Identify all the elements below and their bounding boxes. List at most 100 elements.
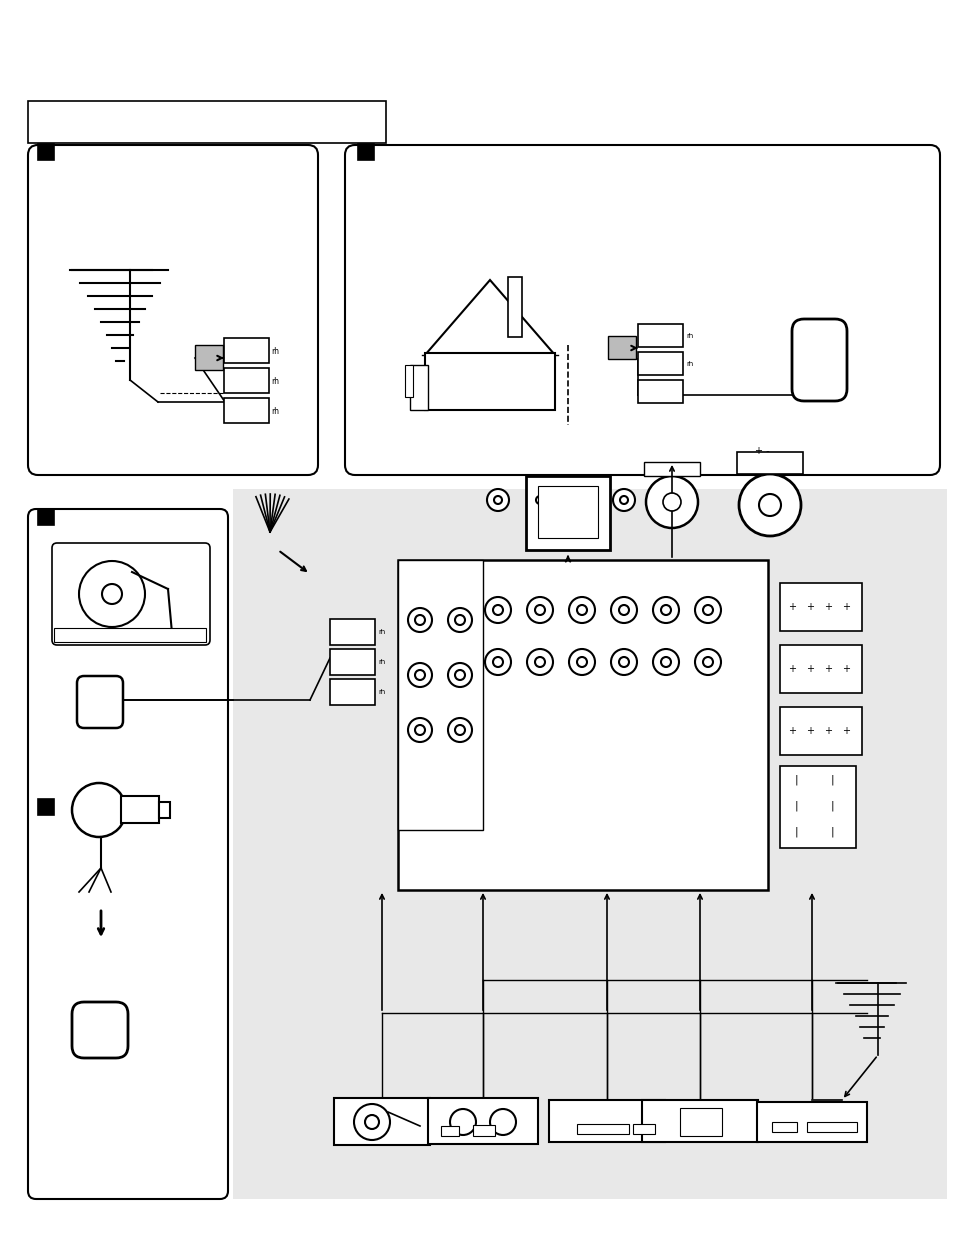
Text: +: + [805, 601, 813, 613]
Circle shape [618, 657, 628, 667]
Text: rh: rh [685, 361, 693, 367]
Bar [397, 559, 767, 890]
Polygon shape [424, 280, 555, 354]
Bar [224, 368, 269, 393]
Circle shape [486, 489, 509, 511]
Circle shape [365, 1115, 378, 1129]
Circle shape [613, 489, 635, 511]
Circle shape [695, 597, 720, 622]
Circle shape [526, 650, 553, 676]
Circle shape [535, 605, 544, 615]
Bar [405, 366, 413, 396]
Circle shape [490, 1109, 516, 1135]
Bar [780, 766, 855, 848]
Text: |: | [793, 774, 797, 785]
Circle shape [568, 650, 595, 676]
Circle shape [455, 725, 464, 735]
Circle shape [529, 489, 551, 511]
Circle shape [610, 650, 637, 676]
Circle shape [660, 605, 670, 615]
FancyBboxPatch shape [345, 144, 939, 475]
Circle shape [610, 597, 637, 622]
Circle shape [448, 718, 472, 742]
Bar [28, 101, 386, 143]
Circle shape [354, 1104, 390, 1140]
Bar [440, 1126, 458, 1136]
Bar [525, 475, 609, 550]
FancyBboxPatch shape [791, 319, 846, 401]
Text: |: | [829, 826, 833, 837]
Bar [159, 802, 170, 818]
Text: + -: + - [754, 446, 768, 456]
FancyBboxPatch shape [28, 144, 317, 475]
Circle shape [577, 657, 586, 667]
Text: |: | [793, 826, 797, 837]
Text: +: + [823, 601, 831, 613]
Bar [224, 398, 269, 424]
Circle shape [102, 584, 122, 604]
Bar [121, 797, 159, 823]
Text: +: + [787, 601, 795, 613]
Bar [780, 706, 862, 755]
Circle shape [660, 657, 670, 667]
Bar [330, 679, 375, 705]
Bar [233, 489, 946, 1199]
Circle shape [455, 671, 464, 680]
Text: +: + [805, 664, 813, 674]
Circle shape [618, 605, 628, 615]
Circle shape [408, 663, 432, 687]
Circle shape [455, 615, 464, 625]
Bar [638, 352, 682, 375]
Bar [334, 1098, 430, 1145]
Text: +: + [841, 601, 849, 613]
Circle shape [662, 493, 680, 511]
Circle shape [79, 561, 145, 627]
Bar [357, 144, 374, 161]
Circle shape [448, 663, 472, 687]
Circle shape [652, 597, 679, 622]
Bar [737, 452, 802, 474]
Circle shape [645, 475, 698, 529]
Bar [38, 144, 54, 161]
FancyBboxPatch shape [28, 509, 228, 1199]
FancyBboxPatch shape [77, 676, 123, 727]
Bar [224, 338, 269, 363]
Circle shape [739, 474, 801, 536]
Circle shape [702, 605, 712, 615]
Text: rh: rh [271, 406, 278, 415]
Text: |: | [829, 800, 833, 811]
Bar [771, 1123, 796, 1132]
Bar [537, 487, 598, 538]
Bar [194, 345, 223, 370]
Circle shape [494, 496, 501, 504]
Bar [330, 650, 375, 676]
Bar [397, 559, 482, 830]
Circle shape [450, 1109, 476, 1135]
Bar [473, 1125, 495, 1136]
FancyBboxPatch shape [52, 543, 210, 645]
Text: rh: rh [377, 659, 385, 664]
Circle shape [71, 783, 126, 837]
Circle shape [535, 657, 544, 667]
Circle shape [484, 597, 511, 622]
Bar [638, 324, 682, 347]
Circle shape [448, 608, 472, 632]
Bar [54, 629, 206, 642]
Bar [633, 1124, 655, 1134]
Circle shape [652, 650, 679, 676]
Text: |: | [793, 800, 797, 811]
Bar [607, 336, 636, 359]
Circle shape [415, 725, 424, 735]
Text: rh: rh [271, 347, 278, 356]
Circle shape [571, 489, 593, 511]
Text: rh: rh [377, 629, 385, 635]
Circle shape [695, 650, 720, 676]
Circle shape [578, 496, 585, 504]
Bar [577, 1124, 628, 1134]
Text: +: + [823, 664, 831, 674]
Circle shape [526, 597, 553, 622]
Circle shape [577, 605, 586, 615]
Text: rh: rh [685, 333, 693, 338]
Bar [780, 645, 862, 693]
Bar [641, 1100, 758, 1142]
